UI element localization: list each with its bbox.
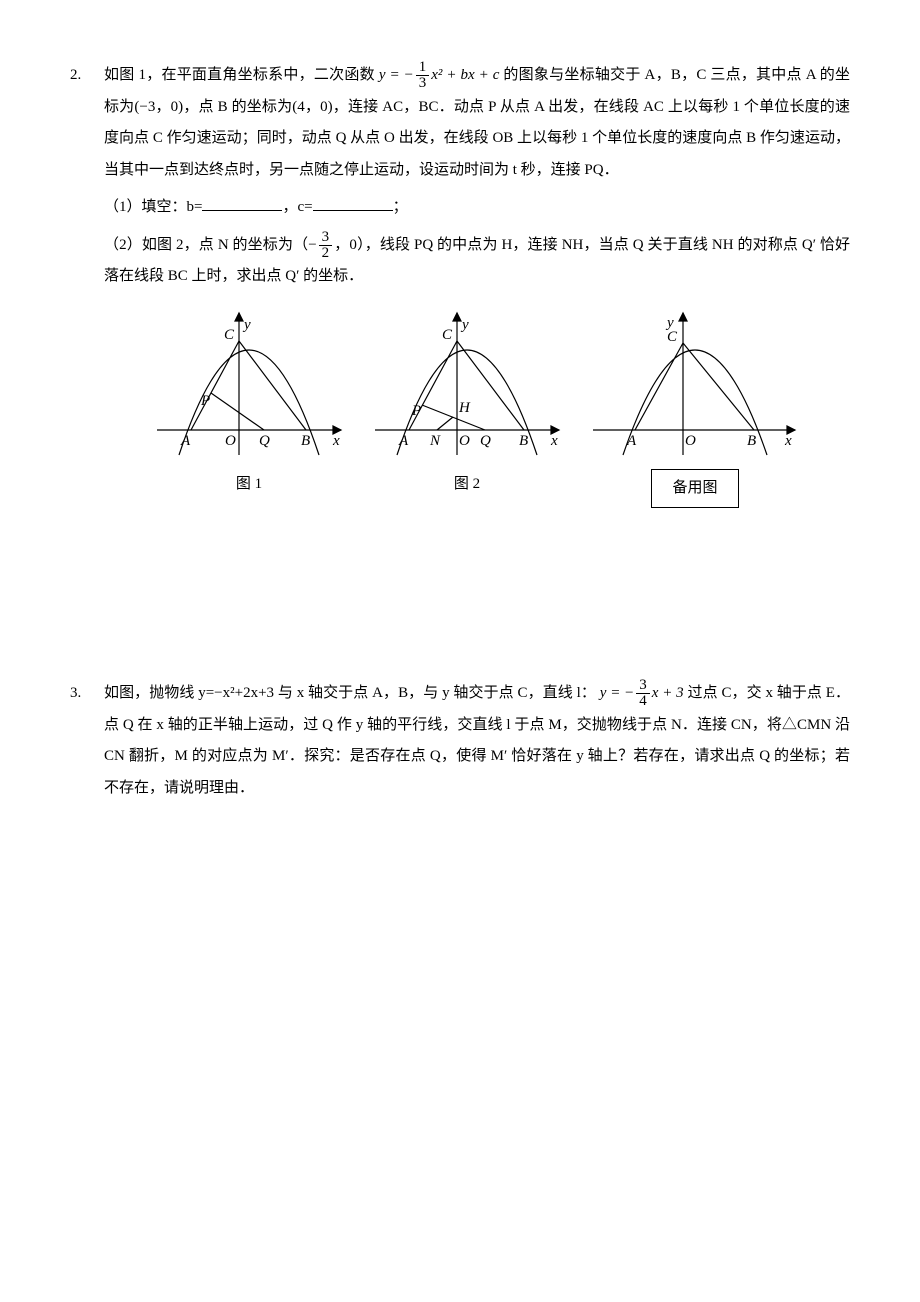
svg-text:x: x <box>332 433 340 449</box>
svg-text:C: C <box>442 327 453 343</box>
svg-text:Q: Q <box>259 433 270 449</box>
svg-text:O: O <box>459 433 470 449</box>
p2-formula1: y = −13x² + bx + c <box>379 67 504 83</box>
svg-text:B: B <box>747 433 756 449</box>
svg-text:C: C <box>224 327 235 343</box>
svg-text:O: O <box>685 433 696 449</box>
p2-sub2: （2）如图 2，点 N 的坐标为（−32，0），线段 PQ 的中点为 H，连接 … <box>104 230 850 293</box>
problem-3-text: 如图，抛物线 y=−x²+2x+3 与 x 轴交于点 A，B，与 y 轴交于点 … <box>104 678 850 804</box>
problem-2: 2. 如图 1，在平面直角坐标系中，二次函数 y = −13x² + bx + … <box>70 60 850 508</box>
p3-intro-post: 过点 C，交 x 轴于点 E．点 Q 在 x 轴的正半轴上运动，过 Q 作 y … <box>104 685 850 796</box>
p2-intro-pre: 如图 1，在平面直角坐标系中，二次函数 <box>104 67 379 83</box>
svg-text:x: x <box>550 433 558 449</box>
p3-formula1: y = −34x + 3 <box>600 685 688 701</box>
p2-sub1: （1）填空：b=，c=； <box>104 192 850 224</box>
svg-text:Q: Q <box>480 433 491 449</box>
svg-text:A: A <box>398 433 409 449</box>
svg-text:A: A <box>626 433 637 449</box>
svg-text:B: B <box>301 433 310 449</box>
svg-text:P: P <box>200 393 210 409</box>
problem-3: 3. 如图，抛物线 y=−x²+2x+3 与 x 轴交于点 A，B，与 y 轴交… <box>70 678 850 804</box>
problem-number: 2. <box>70 60 104 508</box>
svg-text:x: x <box>784 433 792 449</box>
svg-text:B: B <box>519 433 528 449</box>
blank-b <box>202 195 282 211</box>
p2-intro-post: 的图象与坐标轴交于 A，B，C 三点，其中点 A 的坐标为(−3，0)，点 B … <box>104 67 850 178</box>
fig3-caption: 备用图 <box>651 469 738 509</box>
figure-3: y x O A B C 备用图 <box>585 305 805 509</box>
problem-2-intro: 如图 1，在平面直角坐标系中，二次函数 y = −13x² + bx + c 的… <box>104 60 850 186</box>
problem-body: 如图，抛物线 y=−x²+2x+3 与 x 轴交于点 A，B，与 y 轴交于点 … <box>104 678 850 804</box>
fig1-caption: 图 1 <box>149 469 349 501</box>
p3-intro-pre: 如图，抛物线 y=−x²+2x+3 与 x 轴交于点 A，B，与 y 轴交于点 … <box>104 685 596 701</box>
figure-2: y x O A B C P Q N H 图 2 <box>367 305 567 509</box>
figures-row: y x O A B C P Q 图 1 <box>104 305 850 509</box>
figure-1: y x O A B C P Q 图 1 <box>149 305 349 509</box>
svg-text:C: C <box>667 329 678 345</box>
fig2-caption: 图 2 <box>367 469 567 501</box>
svg-text:A: A <box>180 433 191 449</box>
problem-body: 如图 1，在平面直角坐标系中，二次函数 y = −13x² + bx + c 的… <box>104 60 850 508</box>
svg-text:P: P <box>411 403 421 419</box>
svg-text:N: N <box>429 433 441 449</box>
svg-text:y: y <box>242 317 251 333</box>
blank-c <box>313 195 393 211</box>
problem-number: 3. <box>70 678 104 804</box>
svg-text:O: O <box>225 433 236 449</box>
svg-text:H: H <box>458 400 471 416</box>
svg-text:y: y <box>460 317 469 333</box>
